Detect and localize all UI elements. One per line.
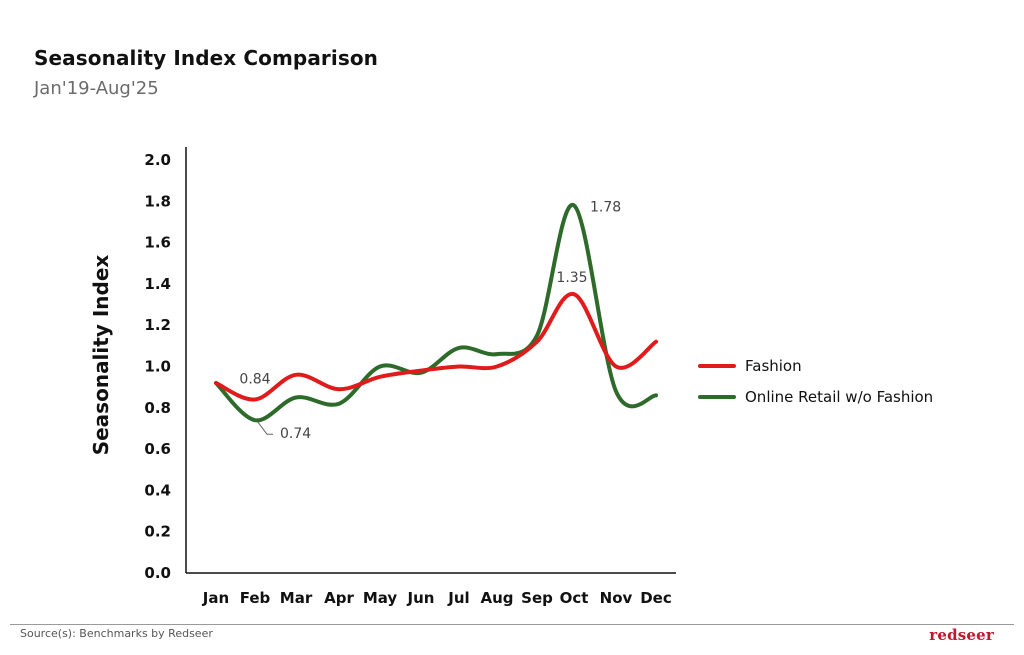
x-tick-label: May bbox=[363, 589, 398, 607]
brand-logo: redseer bbox=[929, 626, 994, 644]
y-tick-label: 0.0 bbox=[144, 564, 171, 582]
y-axis-label: Seasonality Index bbox=[89, 255, 113, 456]
chart-axes bbox=[185, 147, 676, 574]
annotation-leader bbox=[257, 421, 273, 435]
y-tick-label: 2.0 bbox=[144, 151, 171, 169]
y-tick-label: 1.8 bbox=[144, 192, 171, 210]
y-tick-label: 1.0 bbox=[144, 358, 171, 376]
chart-legend: Fashion Online Retail w/o Fashion bbox=[698, 357, 933, 406]
x-tick-label: Apr bbox=[324, 589, 354, 607]
footer-divider bbox=[10, 624, 1014, 625]
x-tick-label: Mar bbox=[280, 589, 313, 607]
series-lines bbox=[214, 203, 658, 423]
series-line-fashion bbox=[214, 292, 658, 402]
y-tick-label: 1.2 bbox=[144, 316, 171, 334]
data-label: 1.78 bbox=[590, 199, 621, 215]
legend-label: Online Retail w/o Fashion bbox=[745, 388, 933, 406]
y-tick-label: 0.8 bbox=[144, 399, 171, 417]
chart-subtitle: Jan'19-Aug'25 bbox=[34, 78, 159, 99]
chart-title: Seasonality Index Comparison bbox=[34, 46, 379, 70]
x-tick-label: Jul bbox=[447, 589, 469, 607]
x-tick-label: Feb bbox=[240, 589, 271, 607]
data-label: 0.74 bbox=[280, 426, 311, 442]
y-tick-label: 0.6 bbox=[144, 440, 171, 458]
y-tick-label: 1.4 bbox=[144, 275, 171, 293]
source-note: Source(s): Benchmarks by Redseer bbox=[20, 627, 213, 640]
y-tick-label: 1.6 bbox=[144, 234, 171, 252]
x-tick-label: Jan bbox=[202, 589, 229, 607]
series-line-online-retail bbox=[214, 203, 658, 423]
y-tick-labels: 0.0 0.2 0.4 0.6 0.8 1.0 1.2 1.4 1.6 1.8 2.0 bbox=[144, 151, 171, 582]
data-label: 1.35 bbox=[556, 270, 587, 286]
x-tick-labels: Jan Feb Mar Apr May Jun Jul Aug Sep Oct Nov Dec bbox=[202, 589, 672, 607]
x-tick-label: Nov bbox=[600, 589, 633, 607]
y-tick-label: 0.4 bbox=[144, 481, 171, 499]
x-tick-label: Jun bbox=[407, 589, 435, 607]
x-tick-label: Sep bbox=[521, 589, 553, 607]
data-label: 0.84 bbox=[239, 372, 270, 388]
y-tick-label: 0.2 bbox=[144, 523, 171, 541]
data-labels: 0.84 0.74 1.35 1.78 bbox=[239, 199, 621, 442]
x-tick-label: Aug bbox=[480, 589, 513, 607]
legend-label: Fashion bbox=[745, 357, 802, 375]
x-tick-label: Oct bbox=[560, 589, 589, 607]
x-tick-label: Dec bbox=[640, 589, 672, 607]
